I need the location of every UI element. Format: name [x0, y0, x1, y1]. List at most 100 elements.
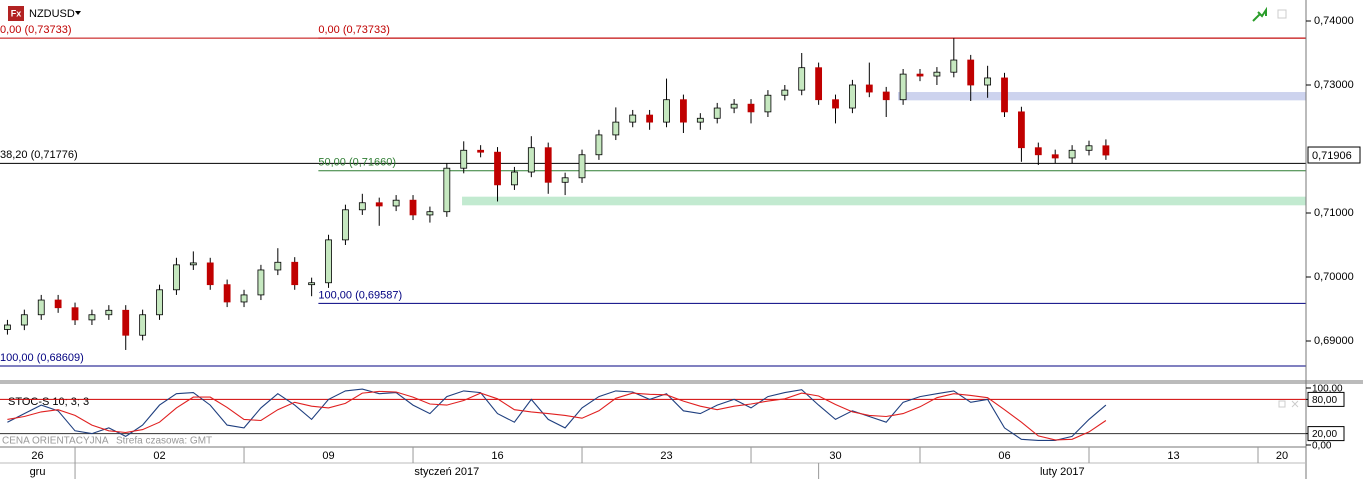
candle-body [375, 202, 383, 207]
candle-body [494, 151, 501, 186]
day-label: 16 [491, 450, 503, 462]
day-label: 20 [1276, 450, 1288, 462]
candle-body [764, 94, 772, 113]
panel-button[interactable] [1278, 400, 1286, 408]
candle-body [781, 89, 789, 96]
candle-body [696, 117, 704, 123]
candle-body [730, 103, 738, 109]
y-tick-label: 0,73000 [1314, 79, 1354, 91]
last-price-label: 0,71906 [1312, 150, 1352, 162]
candle-body [899, 73, 907, 101]
candle-body [527, 147, 535, 173]
stoch-line [7, 388, 1107, 441]
y-tick-label: 0,69000 [1314, 335, 1354, 347]
month-label: styczeń 2017 [414, 466, 479, 478]
candle-body [849, 84, 856, 109]
trade-icon[interactable] [1252, 6, 1267, 22]
candle-body [257, 269, 265, 296]
candle-body [206, 262, 214, 286]
candle-body [967, 59, 975, 86]
candle-body [1001, 77, 1008, 113]
dropdown-arrow[interactable] [75, 11, 81, 15]
month-label: luty 2017 [1040, 466, 1085, 478]
day-label: 23 [660, 450, 672, 462]
candle-body [815, 67, 823, 101]
candle-body [308, 282, 316, 286]
fib-label: 38,20 (0,71776) [0, 149, 78, 161]
candle-body [223, 284, 231, 303]
candle-body [426, 211, 434, 216]
candle-body [1018, 111, 1025, 149]
candle-body [1085, 145, 1093, 151]
candle-body [612, 121, 620, 136]
tick-box [1307, 426, 1345, 442]
candle-body [392, 199, 400, 207]
candle-body [325, 239, 332, 284]
candle-body [20, 314, 28, 326]
candle-body [882, 91, 890, 101]
candle-body [713, 107, 721, 119]
candle-body [54, 299, 62, 309]
y-tick-label: 0,74000 [1314, 15, 1354, 27]
tick-box [1307, 391, 1345, 407]
candle-body [798, 67, 806, 91]
fib-label: 100,00 (0,69587) [318, 289, 402, 301]
candle-body [156, 289, 163, 316]
candle-body [358, 202, 366, 211]
y-tick-label: 0,00 [1312, 441, 1332, 452]
day-label: 30 [829, 450, 841, 462]
day-label: 02 [153, 450, 165, 462]
candle-body [578, 154, 586, 179]
candle-body [916, 73, 924, 77]
candle-body [511, 171, 518, 186]
candle-body [189, 262, 197, 266]
candle-body [544, 147, 552, 183]
symbol-icon[interactable] [8, 6, 24, 21]
day-label: 26 [31, 450, 43, 462]
fib-label: 0,00 (0,73733) [318, 24, 390, 36]
candle-body [105, 309, 113, 316]
candle-body [477, 149, 485, 153]
candle-body [1102, 145, 1110, 156]
symbol-name[interactable]: NZDUSD [29, 8, 75, 20]
fib-label: 100,00 (0,68609) [0, 352, 84, 364]
y-tick-label: 20,00 [1312, 429, 1337, 440]
candle-body [240, 294, 248, 303]
candle-body [1034, 147, 1042, 156]
candle-body [460, 149, 468, 169]
panel-close[interactable] [1291, 400, 1299, 408]
y-tick-label: 0,71000 [1314, 207, 1354, 219]
candle-body [139, 314, 147, 336]
candle-body [4, 324, 11, 330]
candle-body [88, 314, 96, 321]
price-type: CENA ORIENTACYJNA [2, 436, 109, 447]
symbol-icon-text: Fx [11, 8, 22, 18]
month-label: gru [30, 466, 46, 478]
fib-label: 50,00 (0,71660) [318, 157, 396, 169]
candle-body [37, 299, 45, 316]
zone [898, 92, 1306, 101]
last-price-box [1307, 146, 1361, 164]
candle-body [1051, 154, 1059, 159]
y-tick-label: 80,00 [1312, 395, 1337, 406]
day-label: 13 [1167, 450, 1179, 462]
candle-body [629, 114, 637, 123]
candle-body [71, 307, 79, 321]
fib-label: 0,00 (0,73733) [0, 24, 72, 36]
indicator-label: STOC-S 10; 3; 3 [8, 396, 89, 408]
day-label: 06 [998, 450, 1010, 462]
candle-body [663, 99, 670, 123]
window-button[interactable] [1277, 9, 1287, 19]
candle-body [1068, 149, 1076, 159]
candle-body [832, 99, 839, 109]
candle-body [409, 199, 417, 216]
timezone: Strefa czasowa: GMT [116, 436, 212, 447]
zone [462, 196, 1306, 206]
day-label: 09 [322, 450, 334, 462]
candle-body [173, 264, 180, 291]
candle-body [865, 84, 873, 93]
candle-body [122, 309, 130, 336]
candle-body [646, 114, 654, 123]
candle-body [933, 71, 941, 77]
